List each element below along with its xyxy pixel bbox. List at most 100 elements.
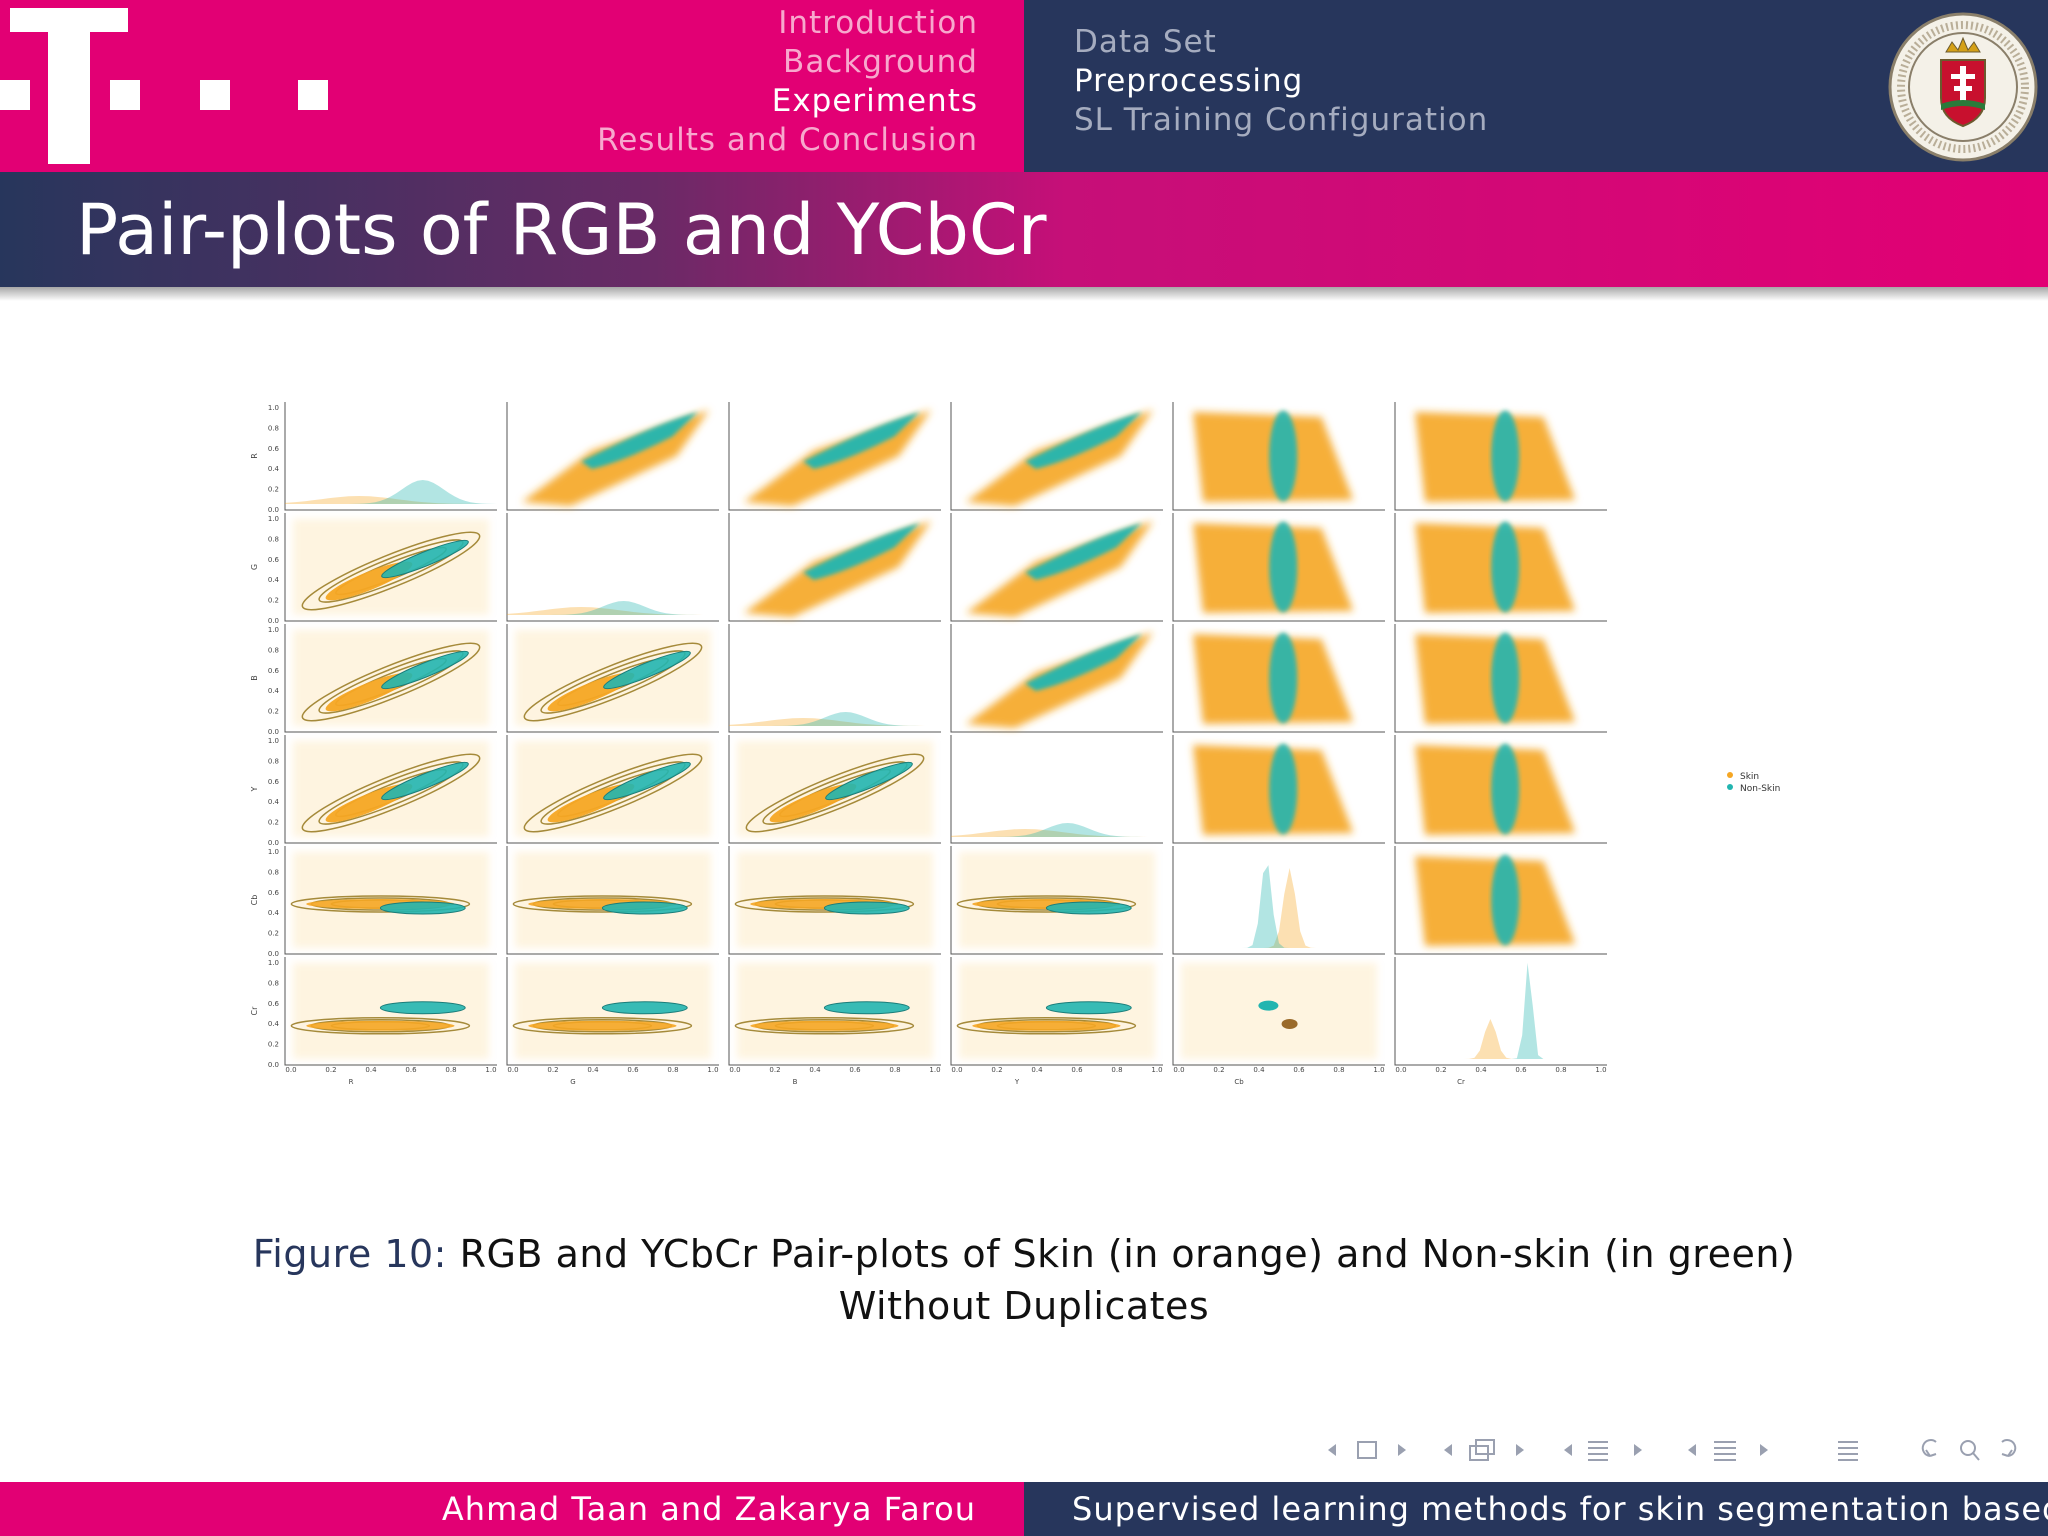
caption-text-line2: Without Duplicates <box>838 1284 1210 1328</box>
y-tick-Y-0.6: 0.6 <box>268 778 280 786</box>
scatter-nonskin <box>1491 410 1520 502</box>
pair-plot-cell-Cr-Y <box>950 957 1163 1066</box>
figure-caption: Figure 10: RGB and YCbCr Pair-plots of S… <box>150 1228 1898 1332</box>
scatter-nonskin <box>1025 523 1142 580</box>
contour-skin <box>523 642 703 722</box>
pair-plot-cell-Cb-G <box>506 846 719 955</box>
y-tick-G-0.6: 0.6 <box>268 556 280 564</box>
x-axis-label-Y: Y <box>1014 1078 1020 1086</box>
contour-nonskin <box>379 901 466 915</box>
scatter-nonskin <box>1269 521 1298 613</box>
pair-plot-cell-Cb-R <box>284 846 497 955</box>
kde-skin-Cb <box>1173 868 1385 948</box>
nav-subsection-data-set[interactable]: Data Set <box>1074 24 1217 60</box>
x-tick-Cb-0.2: 0.2 <box>1213 1066 1224 1074</box>
x-tick-Cr-1.0: 1.0 <box>1595 1066 1606 1074</box>
nav-section-results[interactable]: Results and Conclusion <box>597 122 978 158</box>
x-tick-G-1.0: 1.0 <box>707 1066 718 1074</box>
nav-subsection-icon[interactable] <box>1444 1439 1524 1461</box>
pair-plot-cell-B-G <box>506 624 719 733</box>
y-tick-G-1.0: 1.0 <box>268 515 279 523</box>
x-tick-Y-0.8: 0.8 <box>1111 1066 1122 1074</box>
contour-skin <box>301 642 481 722</box>
contour-skin <box>290 1017 471 1035</box>
y-tick-R-0.8: 0.8 <box>268 424 279 432</box>
x-tick-R-0.8: 0.8 <box>445 1066 456 1074</box>
contour-skin <box>956 1017 1137 1035</box>
contour-nonskin <box>823 901 910 915</box>
y-tick-Y-0.4: 0.4 <box>268 798 280 806</box>
nav-document-icon[interactable] <box>1688 1441 1768 1461</box>
nav-appendix-icon[interactable] <box>1838 1441 1858 1461</box>
y-tick-B-0.4: 0.4 <box>268 687 280 695</box>
scatter-nonskin <box>1269 743 1298 835</box>
header-sections-panel: Introduction Background Experiments Resu… <box>0 0 1024 172</box>
x-tick-B-0.0: 0.0 <box>729 1066 740 1074</box>
caption-label: Figure 10: <box>252 1232 447 1276</box>
nav-back-icon[interactable] <box>1921 1439 1937 1457</box>
kde-skin-B <box>729 718 941 726</box>
x-axis-label-Cr: Cr <box>1457 1078 1465 1086</box>
nav-subsection-sl-training[interactable]: SL Training Configuration <box>1074 102 1489 138</box>
x-tick-Cb-0.8: 0.8 <box>1333 1066 1344 1074</box>
x-axis-label-Cb: Cb <box>1234 1078 1244 1086</box>
nav-section-background[interactable]: Background <box>783 44 978 80</box>
pair-plot-cell-Cb-Cb <box>1172 846 1385 955</box>
pair-plot-cell-G-B <box>728 513 941 622</box>
y-tick-Cr-0.8: 0.8 <box>268 979 279 987</box>
pair-plot-cell-Y-G <box>506 735 719 844</box>
nav-section-experiments[interactable]: Experiments <box>771 83 978 119</box>
nav-forward-icon[interactable] <box>2001 1439 2017 1457</box>
nav-search-icon[interactable] <box>1960 1440 1980 1461</box>
x-tick-Y-0.6: 0.6 <box>1071 1066 1083 1074</box>
pair-plot-cell-Cb-B <box>728 846 941 955</box>
pair-plot-cell-Cb-Cr <box>1394 846 1607 955</box>
pair-plot-cell-B-R <box>284 624 497 733</box>
y-tick-B-0.8: 0.8 <box>268 646 279 654</box>
contour-nonskin <box>379 1001 466 1015</box>
title-bar: Pair-plots of RGB and YCbCr <box>0 172 2048 287</box>
pair-plot-cell-G-Cr <box>1394 513 1607 622</box>
pair-plot-cell-Y-R <box>284 735 497 844</box>
contour-skin <box>512 895 693 913</box>
x-tick-G-0.4: 0.4 <box>587 1066 599 1074</box>
y-tick-Cr-0.2: 0.2 <box>268 1041 279 1049</box>
x-tick-Cr-0.4: 0.4 <box>1475 1066 1487 1074</box>
scatter-nonskin <box>581 412 698 469</box>
contour-skin <box>1281 1018 1298 1029</box>
scatter-nonskin <box>1269 632 1298 724</box>
y-axis-label-R: R <box>250 453 259 459</box>
y-tick-G-0.4: 0.4 <box>268 576 280 584</box>
contour-nonskin <box>1045 1001 1132 1015</box>
pair-plot-cell-Cb-Y <box>950 846 1163 955</box>
x-tick-G-0.6: 0.6 <box>627 1066 639 1074</box>
x-tick-Cb-0.0: 0.0 <box>1173 1066 1184 1074</box>
y-tick-Cb-0.6: 0.6 <box>268 889 280 897</box>
contour-nonskin <box>825 761 913 801</box>
title-shadow <box>0 287 2048 301</box>
pair-plot-cell-B-Cr <box>1394 624 1607 733</box>
chart-legend: Skin Non-Skin <box>1727 772 1780 794</box>
nav-frame-icon[interactable] <box>1328 1441 1406 1459</box>
university-seal-icon <box>1888 12 2038 162</box>
y-tick-Cb-0.8: 0.8 <box>268 868 279 876</box>
pair-plot-cell-Cr-B <box>728 957 941 1066</box>
nav-section-icon[interactable] <box>1564 1441 1642 1461</box>
y-axis-label-G: G <box>250 564 259 570</box>
contour-nonskin <box>601 1001 688 1015</box>
contour-nonskin <box>381 761 469 801</box>
y-tick-Y-0.0: 0.0 <box>268 839 279 847</box>
scatter-nonskin <box>1491 521 1520 613</box>
kde-nonskin-Y <box>951 823 1163 837</box>
pair-plot-cell-R-B <box>728 402 941 511</box>
scatter-nonskin <box>1491 743 1520 835</box>
contour-nonskin <box>603 650 691 690</box>
x-tick-G-0.0: 0.0 <box>507 1066 518 1074</box>
x-tick-Y-0.0: 0.0 <box>951 1066 962 1074</box>
pair-plot-cell-B-Y <box>950 624 1163 733</box>
nav-subsection-preprocessing[interactable]: Preprocessing <box>1074 63 1304 99</box>
y-tick-B-0.2: 0.2 <box>268 708 279 716</box>
scatter-nonskin <box>1025 412 1142 469</box>
y-tick-B-0.0: 0.0 <box>268 728 279 736</box>
nav-section-introduction[interactable]: Introduction <box>778 5 978 41</box>
